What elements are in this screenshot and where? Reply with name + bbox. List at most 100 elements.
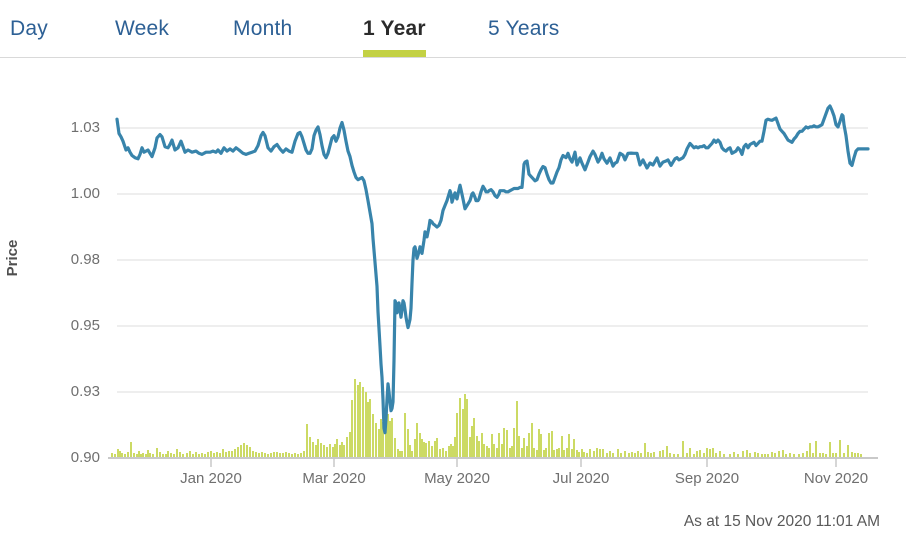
volume-bar xyxy=(620,453,622,457)
volume-bar xyxy=(462,409,464,457)
volume-bar xyxy=(359,382,361,457)
volume-bar xyxy=(216,452,218,457)
volume-bar xyxy=(213,453,215,457)
volume-bar xyxy=(320,443,322,457)
volume-bar xyxy=(540,434,542,457)
volume-bar xyxy=(276,452,278,457)
volume-bar xyxy=(195,452,197,457)
volume-bar xyxy=(471,426,473,457)
volume-bar xyxy=(835,453,837,457)
volume-bar xyxy=(644,443,646,457)
x-tick-label: Jul 2020 xyxy=(552,470,610,487)
volume-bar xyxy=(152,454,154,457)
volume-bar xyxy=(228,451,230,457)
volume-bar xyxy=(719,451,721,457)
volume-bar xyxy=(454,437,456,457)
volume-bar xyxy=(533,448,535,457)
volume-bar xyxy=(130,442,132,457)
volume-bar xyxy=(258,453,260,457)
volume-bar xyxy=(397,449,399,457)
volume-bar xyxy=(593,451,595,457)
volume-bar xyxy=(119,451,121,457)
volume-bar xyxy=(210,451,212,457)
volume-bar xyxy=(464,394,466,457)
volume-bar xyxy=(571,449,573,457)
volume-bar xyxy=(478,441,480,457)
tab-week[interactable]: Week xyxy=(115,17,170,40)
volume-bar xyxy=(669,453,671,457)
volume-bar xyxy=(729,454,731,457)
volume-bar xyxy=(496,448,498,457)
tab-1-year[interactable]: 1 Year xyxy=(363,17,426,40)
volume-bar xyxy=(182,454,184,457)
volume-bar xyxy=(341,442,343,457)
volume-bar xyxy=(167,451,169,457)
volume-bar xyxy=(483,444,485,457)
volume-bar xyxy=(378,429,380,457)
volume-bar xyxy=(204,454,206,457)
volume-bar xyxy=(261,452,263,457)
volume-bar xyxy=(149,453,151,457)
volume-bar xyxy=(270,453,272,457)
volume-bar xyxy=(111,453,113,457)
volume-bar xyxy=(659,451,661,457)
volume-bar xyxy=(365,392,367,457)
volume-bar xyxy=(225,452,227,457)
volume-bar xyxy=(142,453,144,457)
volume-bar xyxy=(764,454,766,457)
volume-bar xyxy=(329,444,331,457)
volume-bar xyxy=(637,451,639,457)
volume-bar xyxy=(255,452,257,457)
volume-bar xyxy=(778,451,780,457)
volume-bar xyxy=(486,446,488,457)
volume-bar xyxy=(815,441,817,457)
volume-bar xyxy=(459,398,461,457)
volume-bar xyxy=(419,433,421,457)
volume-bar xyxy=(518,436,520,457)
volume-bar xyxy=(509,448,511,457)
volume-bar xyxy=(354,379,356,457)
volume-bar xyxy=(409,445,411,457)
volume-bar xyxy=(288,453,290,457)
volume-bar xyxy=(832,453,834,457)
volume-bar xyxy=(198,454,200,457)
tab-day[interactable]: Day xyxy=(10,17,48,40)
volume-bar xyxy=(404,413,406,457)
volume-bar xyxy=(425,443,427,457)
volume-bar xyxy=(391,418,393,457)
volume-bar xyxy=(237,447,239,457)
x-tick-label: May 2020 xyxy=(424,470,490,487)
volume-bar xyxy=(586,453,588,457)
volume-bar xyxy=(596,448,598,457)
volume-bar xyxy=(147,450,149,457)
price-line xyxy=(115,104,870,435)
volume-bar xyxy=(709,449,711,457)
x-tick-label: Mar 2020 xyxy=(302,470,366,487)
volume-bar xyxy=(806,451,808,457)
volume-bar xyxy=(170,453,172,457)
tab-5-years[interactable]: 5 Years xyxy=(488,17,560,40)
volume-bar xyxy=(599,449,601,457)
tab-month[interactable]: Month xyxy=(233,17,293,40)
volume-bar xyxy=(583,452,585,457)
volume-bar xyxy=(767,454,769,457)
volume-bar xyxy=(682,441,684,457)
tab-bar-divider xyxy=(0,57,906,58)
volume-bar xyxy=(825,454,827,457)
volume-bar xyxy=(138,451,140,457)
volume-bar xyxy=(653,452,655,457)
volume-bar xyxy=(647,452,649,457)
volume-bar xyxy=(563,450,565,457)
volume-bar xyxy=(469,437,471,457)
volume-bar xyxy=(543,450,545,457)
volume-bar xyxy=(706,448,708,457)
volume-bar xyxy=(812,453,814,457)
volume-bar xyxy=(312,442,314,457)
volume-bar xyxy=(336,439,338,457)
volume-bar xyxy=(511,446,513,457)
as-at-timestamp: As at 15 Nov 2020 11:01 AM xyxy=(683,513,880,530)
volume-bar xyxy=(576,450,578,457)
volume-bar xyxy=(481,433,483,457)
volume-bar xyxy=(851,452,853,457)
